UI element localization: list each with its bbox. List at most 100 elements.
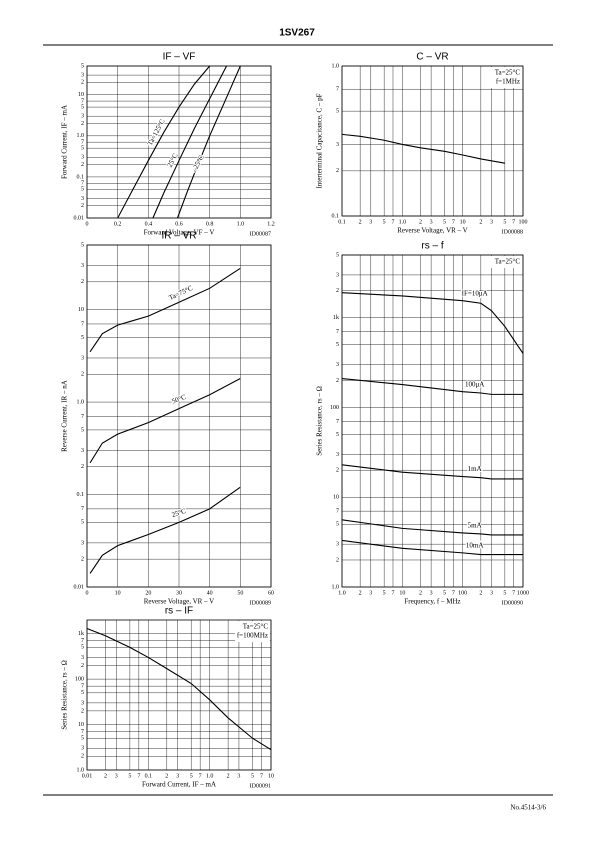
y-tick-label: 7	[81, 506, 84, 512]
x-tick-label: 2	[227, 773, 230, 779]
x-tick-label: 5	[443, 219, 446, 225]
x-axis-label: Frequency, f – MHz	[404, 598, 460, 606]
x-tick-label: 0.2	[114, 221, 122, 227]
x-tick-label: 0	[86, 221, 89, 227]
y-tick-label: 0.1	[77, 174, 85, 180]
series-label: 100μA	[465, 380, 484, 388]
x-tick-label: 7	[137, 773, 140, 779]
x-tick-label: 1.0	[237, 221, 245, 227]
x-tick-label: 100	[458, 590, 467, 596]
chart-code: ID00091	[250, 783, 271, 789]
page-title: 1SV267	[279, 28, 315, 39]
page-number: No.4514-3/6	[510, 804, 546, 812]
x-tick-label: 5	[383, 590, 386, 596]
x-tick-label: 7	[391, 219, 394, 225]
y-tick-label: 5	[81, 690, 84, 696]
x-tick-label: 3	[369, 590, 372, 596]
x-tick-label: 3	[430, 219, 433, 225]
x-tick-label: 2	[165, 773, 168, 779]
x-tick-label: 3	[115, 773, 118, 779]
chart-code: ID00087	[250, 231, 271, 237]
x-tick-label: 0.8	[206, 221, 214, 227]
y-tick-label: 5	[81, 242, 84, 248]
x-tick-label: 100	[519, 219, 528, 225]
y-tick-label: 5	[81, 427, 84, 433]
plot-frame	[86, 619, 272, 771]
x-tick-label: 0.6	[175, 221, 183, 227]
y-tick-label: 5	[336, 432, 339, 438]
y-tick-label: 2	[336, 468, 339, 474]
annotation: Ta=25°C	[495, 258, 521, 266]
x-tick-label: 3	[176, 773, 179, 779]
y-tick-label: 1.0	[77, 133, 85, 139]
chart-title: IR – VR	[161, 231, 196, 242]
x-tick-label: 2	[104, 773, 107, 779]
annotation: Ta=25°C	[243, 623, 269, 631]
y-tick-label: 1.0	[77, 399, 85, 405]
y-tick-label: 5	[336, 252, 339, 258]
y-axis-label: Series Resistance, rs – Ω	[316, 386, 324, 456]
plot-frame	[86, 244, 272, 588]
x-tick-label: 7	[391, 590, 394, 596]
x-tick-label: 3	[490, 219, 493, 225]
x-axis-label: Reverse Voltage, VR – V	[144, 598, 214, 606]
y-axis-label: Interterminal Capacitance, C – pF	[316, 93, 324, 188]
x-tick-label: 3	[430, 590, 433, 596]
x-tick-label: 10	[399, 590, 405, 596]
plot-frame	[341, 254, 524, 588]
x-tick-label: 0.4	[145, 221, 153, 227]
y-tick-label: 3	[81, 355, 84, 361]
x-tick-label: 7	[260, 773, 263, 779]
y-tick-label: 2	[81, 754, 84, 760]
y-tick-label: 1.0	[77, 767, 85, 773]
y-tick-label: 2	[81, 80, 84, 86]
annotation: f=100MHz	[237, 632, 268, 640]
chart-code: ID00089	[250, 600, 271, 606]
y-tick-label: 7	[81, 181, 84, 187]
y-tick-label: 7	[336, 419, 339, 425]
x-tick-label: 1.2	[267, 221, 275, 227]
y-tick-label: 1k	[333, 315, 339, 321]
series-label: 25°C	[166, 152, 180, 169]
annotation: f=1MHz	[496, 78, 520, 86]
y-tick-label: 3	[81, 263, 84, 269]
chart-title: rs – f	[421, 241, 443, 252]
x-axis-label: Reverse Voltage, VR – V	[397, 227, 467, 235]
y-tick-label: 3	[81, 746, 84, 752]
x-tick-label: 10	[115, 590, 121, 596]
x-tick-label: 3	[237, 773, 240, 779]
y-tick-label: 3	[81, 114, 84, 120]
x-tick-label: 60	[268, 590, 274, 596]
series-line	[341, 539, 523, 556]
y-tick-label: 2	[81, 708, 84, 714]
x-tick-label: 5	[190, 773, 193, 779]
x-tick-label: 10	[460, 219, 466, 225]
y-tick-label: 10	[333, 495, 339, 501]
y-tick-label: 3	[81, 655, 84, 661]
y-tick-label: 2	[336, 168, 339, 174]
y-tick-label: 7	[81, 321, 84, 327]
x-tick-label: 2	[479, 219, 482, 225]
x-tick-label: 7	[199, 773, 202, 779]
y-tick-label: 1k	[78, 631, 84, 637]
x-tick-label: 0.1	[338, 219, 346, 225]
y-tick-label: 0.01	[74, 215, 85, 221]
x-tick-label: 1.0	[338, 590, 346, 596]
x-tick-label: 5	[503, 590, 506, 596]
x-axis-label: Forward Voltage, VF – V	[144, 229, 215, 237]
x-tick-label: 7	[512, 219, 515, 225]
series-line	[117, 65, 211, 219]
chart-title: C – VR	[416, 52, 448, 63]
series-line	[341, 133, 505, 164]
y-tick-label: 10	[78, 307, 84, 313]
y-tick-label: 3	[81, 540, 84, 546]
annotation-box	[487, 256, 522, 268]
x-tick-label: 0.01	[82, 773, 93, 779]
y-tick-label: 1.0	[332, 63, 340, 69]
y-tick-label: 5	[81, 146, 84, 152]
plot-frame	[341, 65, 524, 217]
y-tick-label: 2	[81, 279, 84, 285]
x-tick-label: 2	[419, 590, 422, 596]
x-tick-label: 1.0	[206, 773, 214, 779]
y-tick-label: 3	[81, 448, 84, 454]
